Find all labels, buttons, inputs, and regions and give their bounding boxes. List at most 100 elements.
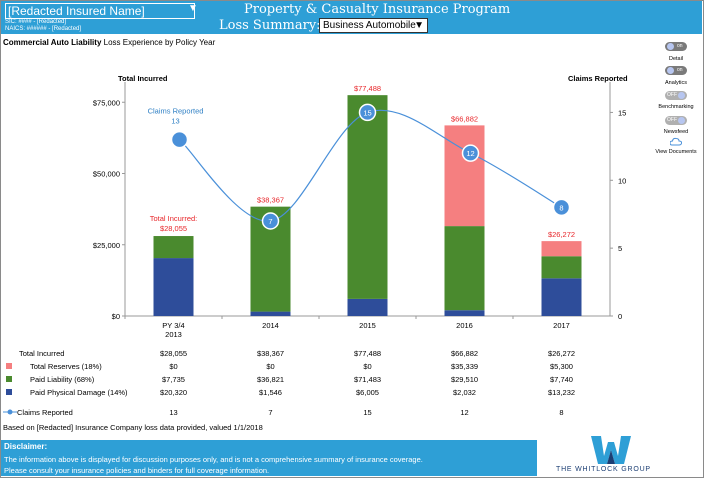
table-cell: $77,488: [353, 349, 382, 358]
bar-segment: [250, 311, 291, 316]
bar-segment: [444, 125, 485, 227]
insured-name-dropdown[interactable]: [Redacted Insured Name]: [5, 3, 195, 19]
claims-point-label: 7: [268, 217, 272, 226]
table-cell: $0: [266, 362, 275, 371]
claims-annotation: Claims Reported: [148, 107, 204, 116]
toggle-state: OFF: [667, 117, 677, 123]
table-cell: $6,005: [356, 388, 379, 397]
caption-rest: Loss Experience by Policy Year: [101, 38, 216, 47]
bar-segment: [541, 256, 582, 279]
total-label: $28,055: [160, 224, 187, 233]
table-cell: $1,546: [259, 388, 282, 397]
chevron-down-icon[interactable]: ▼: [188, 3, 198, 14]
claims-point: [170, 130, 189, 149]
claims-point: [461, 144, 480, 162]
toggle-knob: [678, 117, 685, 124]
y-tick-label: $25,000: [93, 241, 120, 250]
based-on-note: Based on [Redacted] Insurance Company lo…: [3, 423, 263, 432]
bar-segment: [153, 258, 194, 316]
claims-point-label: 15: [363, 108, 371, 117]
x-tick-label: PY 3/4: [162, 321, 184, 330]
y-tick-label: $0: [112, 312, 120, 321]
table-row-label: Paid Physical Damage (14%): [30, 388, 128, 397]
claims-point: [552, 198, 571, 217]
page-title: Property & Casualty Insurance Program: [244, 2, 511, 17]
y2-tick-label: 5: [618, 244, 622, 253]
total-label: $26,272: [548, 230, 575, 239]
claims-point: [358, 103, 377, 122]
toggle-knob: [678, 92, 685, 99]
table-cell: $36,821: [256, 375, 285, 384]
company-logo-text: THE WHITLOCK GROUP: [556, 466, 651, 473]
detail-toggle-label: Detail: [668, 56, 684, 62]
table-row-label: Claims Reported: [17, 408, 73, 417]
table-row-label: Total Incurred: [19, 349, 65, 358]
right-axis-title: Claims Reported: [568, 74, 628, 83]
benchmarking-toggle[interactable]: OFF: [665, 91, 687, 100]
table-cell: $38,367: [256, 349, 285, 358]
claims-annotation: 13: [171, 117, 179, 126]
table-cell: 7: [268, 408, 273, 417]
toggle-knob: [667, 67, 674, 74]
y2-tick-label: 10: [618, 176, 626, 185]
bar-segment: [347, 298, 388, 316]
chart-caption: Commercial Auto Liability Loss Experienc…: [3, 38, 215, 47]
bar-segment: [541, 241, 582, 257]
select-value: Business Automobile: [323, 20, 416, 31]
legend-swatch: [6, 363, 12, 369]
total-label: $77,488: [354, 84, 381, 93]
view-documents-link[interactable]: View Documents: [655, 149, 697, 155]
table-cell: $26,272: [547, 349, 576, 358]
table-cell: $7,740: [550, 375, 573, 384]
table-cell: $66,882: [450, 349, 479, 358]
table-cell: 8: [559, 408, 564, 417]
caption-bold: Commercial Auto Liability: [3, 38, 102, 47]
disclaimer-heading: Disclaimer:: [4, 442, 48, 451]
whitlock-logo-icon: [591, 436, 631, 464]
claims-point-label: 8: [559, 203, 563, 212]
newsfeed-toggle[interactable]: OFF: [665, 116, 687, 125]
y-tick-label: $75,000: [93, 98, 120, 107]
cloud-icon[interactable]: [670, 137, 682, 147]
disclaimer-line2: Please consult your insurance policies a…: [4, 466, 270, 475]
bar-segment: [347, 95, 388, 299]
bar-segment: [444, 226, 485, 311]
benchmarking-toggle-label: Benchmarking: [658, 104, 694, 110]
table-cell: $29,510: [450, 375, 479, 384]
table-row-label: Total Reserves (18%): [30, 362, 102, 371]
detail-toggle[interactable]: on: [665, 42, 687, 51]
total-label: Total Incurred:: [150, 214, 198, 223]
chart-bars: [153, 95, 582, 316]
sic-text: SIC: #### - [Redacted]: [5, 19, 67, 25]
naics-text: NAICS: ###### - [Redacted]: [5, 26, 82, 32]
table-cell: $0: [169, 362, 178, 371]
legend-swatch: [6, 376, 12, 382]
y2-tick-label: 15: [618, 108, 626, 117]
x-tick-label: 2015: [359, 321, 376, 330]
toggle-knob: [667, 43, 674, 50]
y2-tick-label: 0: [618, 312, 622, 321]
x-tick-label: 2013: [165, 330, 182, 339]
analytics-toggle-label: Analytics: [664, 80, 687, 86]
claims-point: [261, 212, 280, 230]
bar-segment: [541, 278, 582, 316]
header-bar: [Redacted Insured Name] ▼ SIC: #### - [R…: [1, 1, 702, 34]
total-label: $38,367: [257, 196, 284, 205]
table-cell: 12: [460, 408, 469, 417]
table-cell: $0: [363, 362, 372, 371]
toggle-state: on: [677, 43, 683, 49]
newsfeed-toggle-label: Newsfeed: [663, 129, 689, 135]
disclaimer-line1: The information above is displayed for d…: [4, 455, 423, 464]
analytics-toggle[interactable]: on: [665, 66, 687, 75]
line-of-business-select[interactable]: Business Automobile ▼: [319, 18, 428, 33]
toggle-state: on: [677, 67, 683, 73]
table-cell: $20,320: [159, 388, 188, 397]
y-tick-label: $50,000: [93, 170, 120, 179]
legend-swatch: [6, 389, 12, 395]
table-cell: $5,300: [550, 362, 573, 371]
claims-point-label: 12: [466, 149, 474, 158]
table-cell: $35,339: [450, 362, 479, 371]
